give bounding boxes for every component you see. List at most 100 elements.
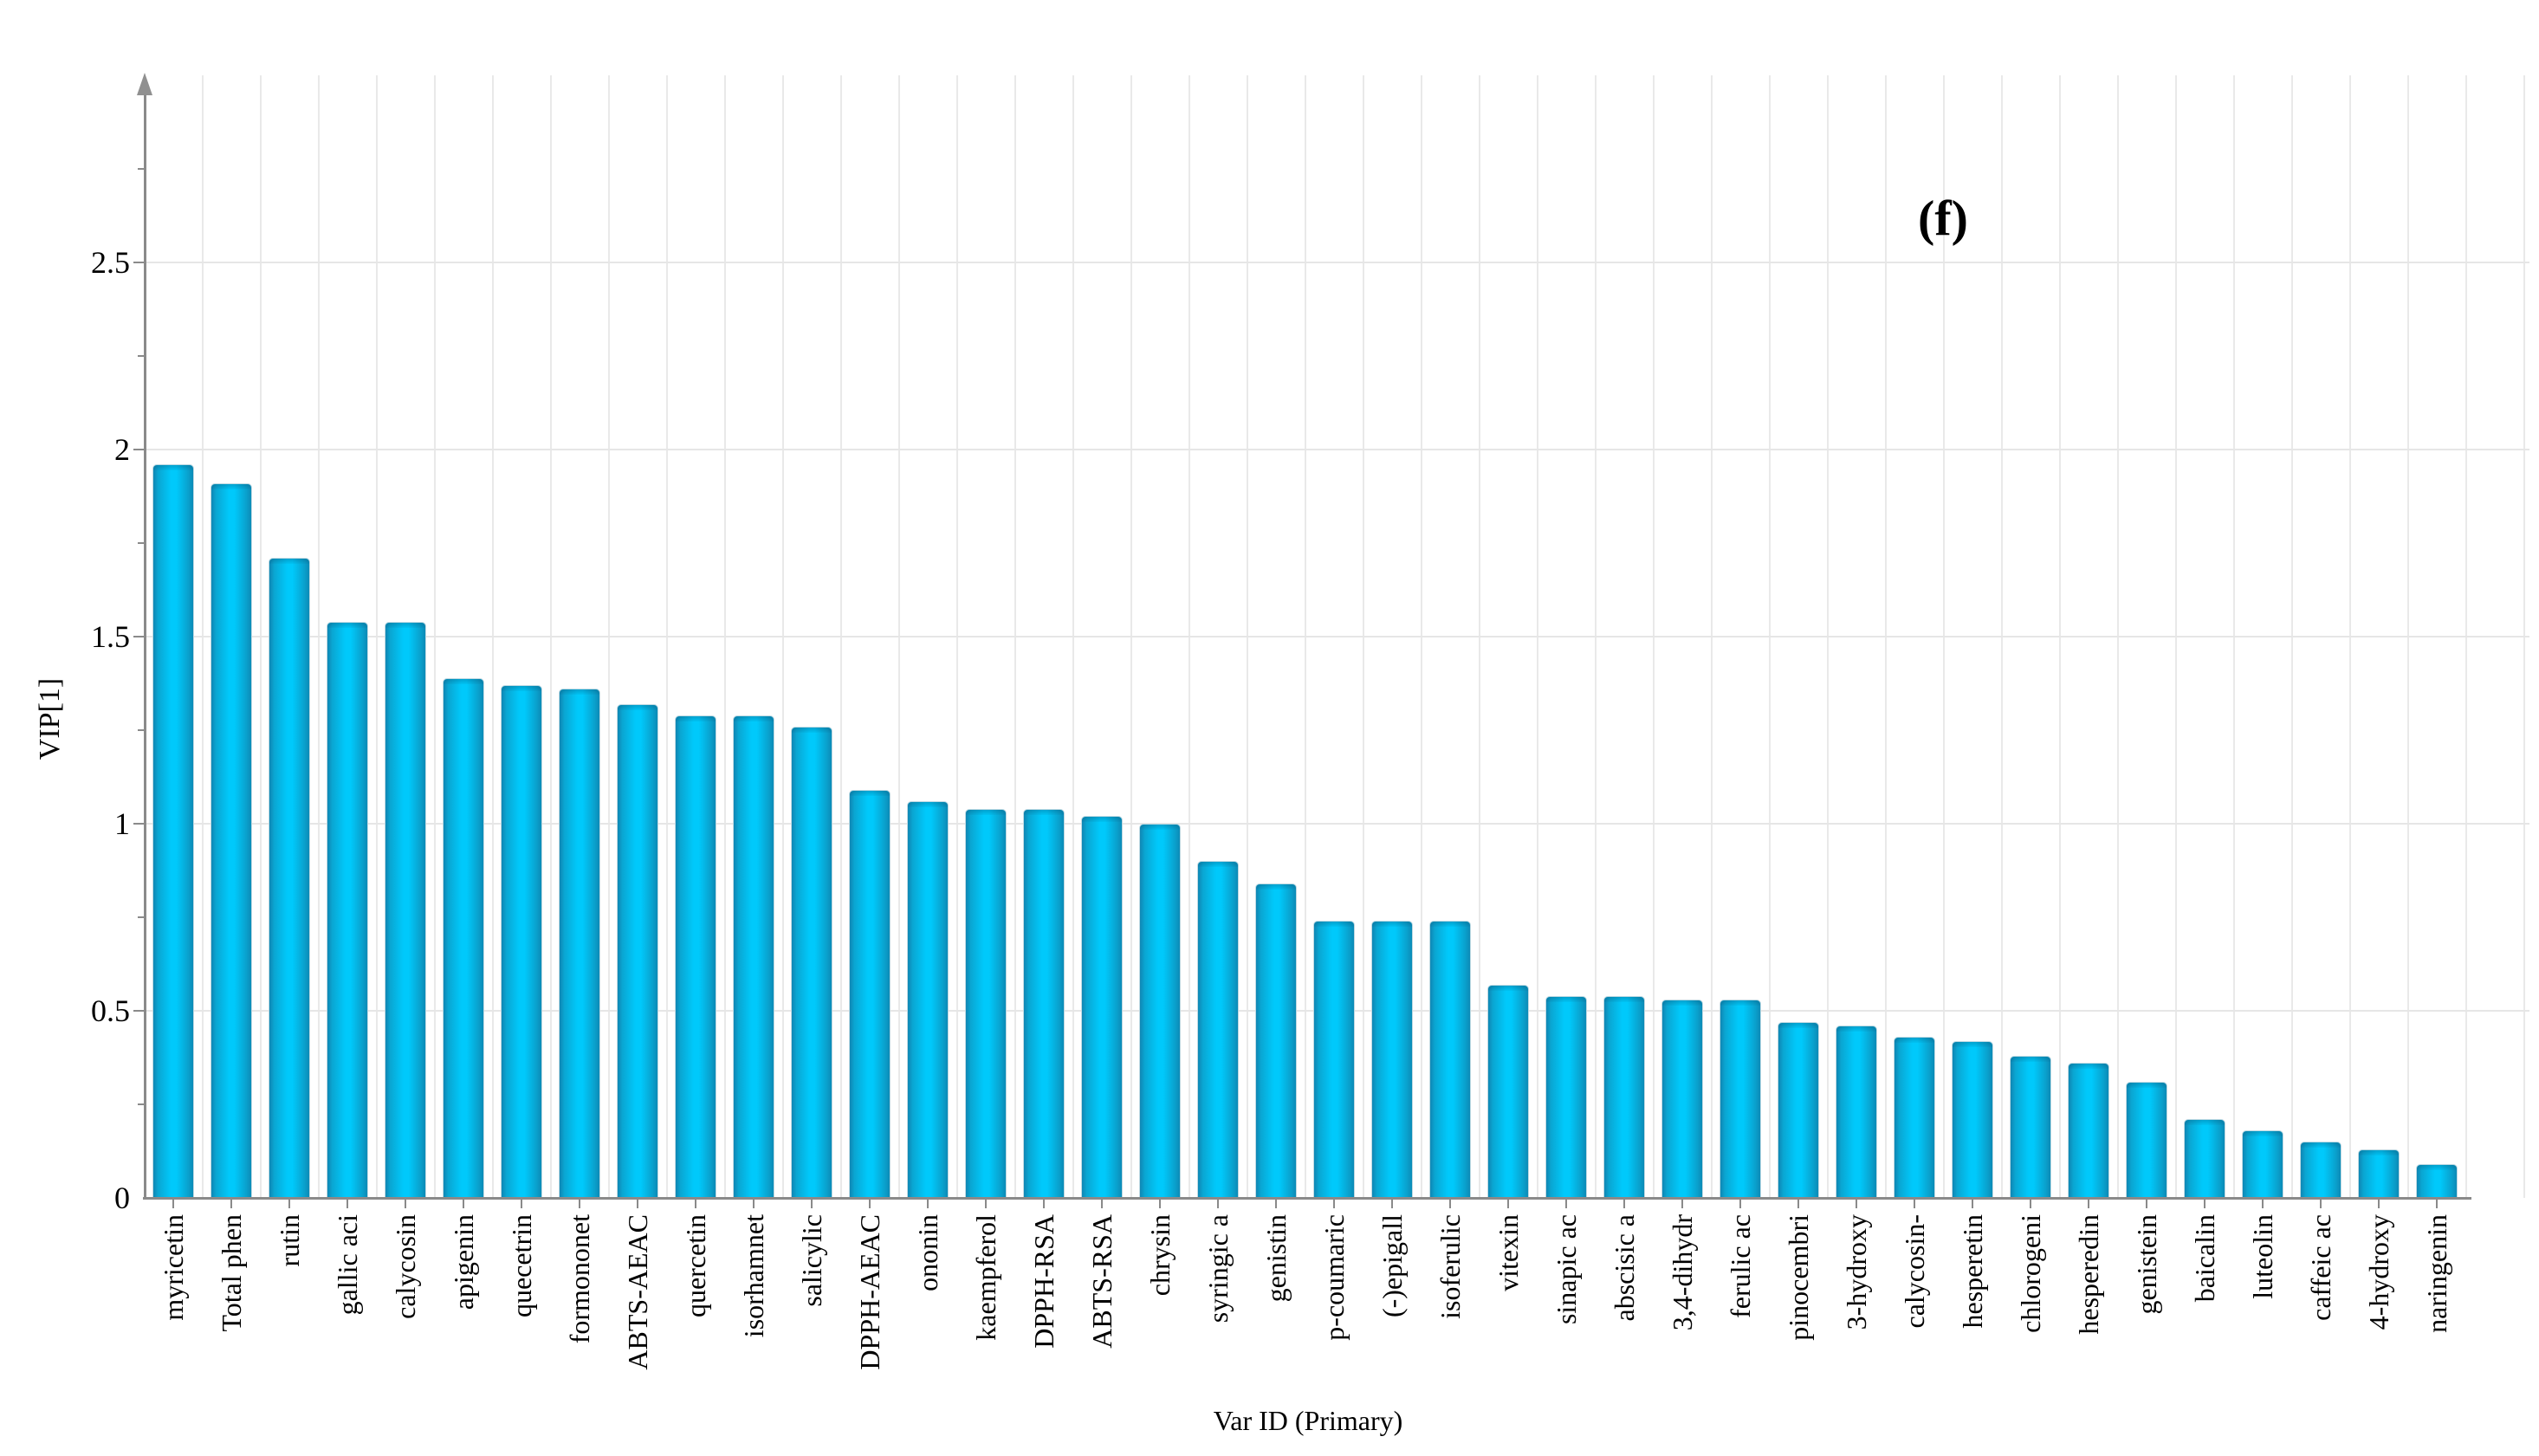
x-axis-line: [143, 1197, 2471, 1200]
x-tick-label: salicylic: [796, 1214, 827, 1307]
bar: [1603, 995, 1645, 1198]
x-tick: [1449, 1199, 1451, 1208]
x-tick: [1217, 1199, 1219, 1208]
y-tick-label: 0: [114, 1181, 130, 1215]
x-tick: [695, 1199, 696, 1208]
y-tick-label: 1: [114, 806, 130, 841]
x-tick: [2088, 1199, 2089, 1208]
bar: [559, 689, 600, 1198]
bar: [385, 621, 426, 1198]
y-tick-label: 2.5: [91, 245, 130, 280]
bar: [1836, 1026, 1877, 1198]
bar: [1720, 1000, 1761, 1198]
y-tick: [133, 636, 145, 637]
x-tick-label: genistein: [2131, 1214, 2162, 1315]
x-tick: [2378, 1199, 2380, 1208]
x-tick-label: DPPH-AEAC: [854, 1214, 885, 1370]
x-tick: [1043, 1199, 1045, 1208]
x-tick-label: chlorogeni: [2015, 1214, 2046, 1333]
x-tick: [637, 1199, 638, 1208]
bar: [1952, 1040, 1993, 1198]
x-tick: [1739, 1199, 1741, 1208]
bar: [1139, 824, 1181, 1198]
x-tick-label: gallic aci: [332, 1214, 363, 1316]
x-tick-label: calycosin-: [1899, 1214, 1930, 1329]
x-tick-label: ABTS-RSA: [1086, 1214, 1117, 1349]
y-tick: [138, 1103, 145, 1105]
x-tick: [172, 1199, 174, 1208]
bar: [791, 726, 832, 1198]
x-tick-label: isoferulic: [1435, 1214, 1466, 1319]
y-tick: [138, 542, 145, 544]
bar: [1023, 808, 1065, 1198]
x-tick-label: vitexin: [1493, 1214, 1524, 1291]
x-tick: [405, 1199, 406, 1208]
y-tick: [133, 1010, 145, 1012]
y-tick: [138, 916, 145, 918]
x-tick-label: Total phen: [216, 1214, 247, 1332]
bar: [675, 715, 716, 1198]
x-tick: [1275, 1199, 1277, 1208]
x-tick-label: 3-hydroxy: [1841, 1214, 1872, 1330]
x-tick: [1565, 1199, 1567, 1208]
x-tick-label: naringenin: [2421, 1214, 2452, 1333]
x-tick: [1623, 1199, 1625, 1208]
x-tick: [1333, 1199, 1335, 1208]
x-tick: [1101, 1199, 1103, 1208]
x-tick: [2320, 1199, 2322, 1208]
x-tick-label: pinocembri: [1783, 1214, 1814, 1341]
bar: [327, 621, 368, 1198]
y-tick: [133, 449, 145, 450]
x-tick: [1856, 1199, 1857, 1208]
x-tick: [1972, 1199, 1973, 1208]
y-tick: [133, 823, 145, 825]
x-tick: [1507, 1199, 1509, 1208]
x-tick: [230, 1199, 232, 1208]
x-tick-label: isorhamnet: [738, 1214, 769, 1338]
x-tick: [2262, 1199, 2264, 1208]
x-tick-label: chrysin: [1144, 1214, 1176, 1297]
bar: [2184, 1119, 2225, 1198]
h-gridline: [145, 636, 2529, 637]
y-tick: [138, 355, 145, 357]
bar: [1487, 984, 1529, 1198]
x-axis-title: Var ID (Primary): [1213, 1405, 1403, 1436]
x-tick: [811, 1199, 813, 1208]
bar: [2010, 1055, 2051, 1198]
y-axis-line: [144, 94, 146, 1198]
bar: [2126, 1082, 2167, 1198]
x-tick-label: hesperedin: [2073, 1214, 2104, 1335]
bar: [2300, 1142, 2341, 1198]
bar: [1429, 921, 1471, 1198]
h-gridline: [145, 823, 2529, 825]
x-tick: [521, 1199, 522, 1208]
x-tick-label: apigenin: [448, 1214, 479, 1310]
x-tick: [2436, 1199, 2438, 1208]
figure-label: (f): [1918, 190, 1968, 247]
bar: [1661, 1000, 1703, 1198]
x-tick-label: genistin: [1260, 1214, 1292, 1303]
bar: [1778, 1021, 1819, 1198]
x-tick-label: calycosin: [390, 1214, 421, 1319]
x-tick-label: sinapic ac: [1551, 1214, 1582, 1325]
x-tick-label: formononet: [564, 1214, 595, 1344]
x-tick: [579, 1199, 580, 1208]
x-tick: [985, 1199, 987, 1208]
y-tick-label: 2: [114, 432, 130, 467]
x-tick-label: DPPH-RSA: [1028, 1214, 1059, 1349]
bar: [1081, 816, 1123, 1198]
bar: [501, 685, 542, 1198]
y-tick: [138, 168, 145, 170]
x-tick: [927, 1199, 929, 1208]
x-tick: [2030, 1199, 2031, 1208]
h-gridline: [145, 449, 2529, 450]
bar: [1545, 995, 1587, 1198]
x-tick-label: abscisic a: [1609, 1214, 1640, 1322]
x-tick: [753, 1199, 755, 1208]
x-tick-label: kaempferol: [970, 1214, 1001, 1341]
x-tick: [1159, 1199, 1161, 1208]
y-tick-label: 0.5: [91, 993, 130, 1028]
x-tick-label: 3,4-dihydr: [1667, 1214, 1698, 1331]
x-tick-label: ferulic ac: [1725, 1214, 1756, 1318]
